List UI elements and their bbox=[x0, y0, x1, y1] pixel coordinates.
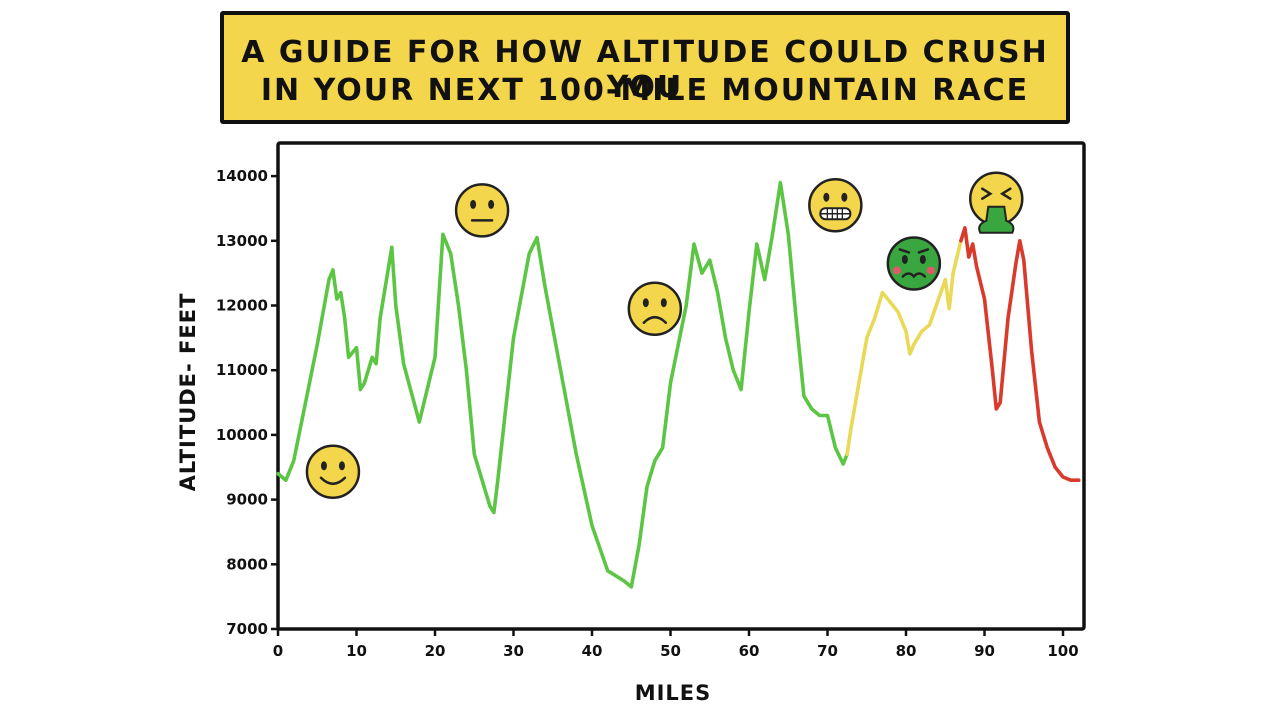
vomiting-face-icon bbox=[969, 171, 1024, 234]
y-axis-title: ALTITUDE- FEET bbox=[176, 293, 200, 492]
y-tick-label: 9000 bbox=[226, 491, 268, 509]
y-tick-label: 12000 bbox=[216, 297, 268, 315]
y-tick-label: 14000 bbox=[216, 167, 268, 185]
title-banner: A GUIDE FOR HOW ALTITUDE COULD CRUSH YOU… bbox=[220, 11, 1070, 124]
plot-frame bbox=[276, 141, 1086, 631]
x-tick-label: 80 bbox=[896, 642, 917, 660]
y-tick-label: 8000 bbox=[226, 555, 268, 573]
series-line-3 bbox=[959, 226, 1081, 482]
x-tick-label: 60 bbox=[739, 642, 760, 660]
frowning-face-icon bbox=[627, 281, 683, 336]
series-line-1 bbox=[276, 180, 849, 589]
x-tick-label: 100 bbox=[1047, 642, 1078, 660]
x-axis-title: MILES bbox=[635, 681, 712, 705]
x-tick-label: 40 bbox=[582, 642, 603, 660]
x-tick-label: 70 bbox=[817, 642, 838, 660]
x-tick-label: 10 bbox=[346, 642, 367, 660]
x-tick-label: 30 bbox=[503, 642, 524, 660]
x-tick-label: 0 bbox=[273, 642, 283, 660]
tick-layer: 0 10 20 30 40 50 60 70 80 90 100 7000 8000 9000 10000 1… bbox=[216, 167, 1079, 660]
series-layer bbox=[276, 180, 1081, 589]
series-line-2 bbox=[845, 239, 963, 457]
smiling-face-icon bbox=[305, 444, 361, 500]
x-tick-label: 50 bbox=[660, 642, 681, 660]
y-tick-label: 13000 bbox=[216, 232, 268, 250]
grimacing-face-icon bbox=[808, 177, 863, 233]
y-tick-label: 11000 bbox=[216, 361, 268, 379]
title-line-2: IN YOUR NEXT 100-MILE MOUNTAIN RACE bbox=[260, 73, 1030, 108]
y-tick-label: 10000 bbox=[216, 426, 268, 444]
x-tick-label: 90 bbox=[974, 642, 995, 660]
y-tick-label: 7000 bbox=[226, 620, 268, 638]
neutral-face-icon bbox=[454, 183, 510, 238]
nauseated-face-icon bbox=[886, 236, 942, 291]
emoji-layer bbox=[305, 171, 1024, 500]
x-tick-label: 20 bbox=[425, 642, 446, 660]
title-line-1: A GUIDE FOR HOW ALTITUDE COULD CRUSH YOU bbox=[241, 35, 1049, 105]
